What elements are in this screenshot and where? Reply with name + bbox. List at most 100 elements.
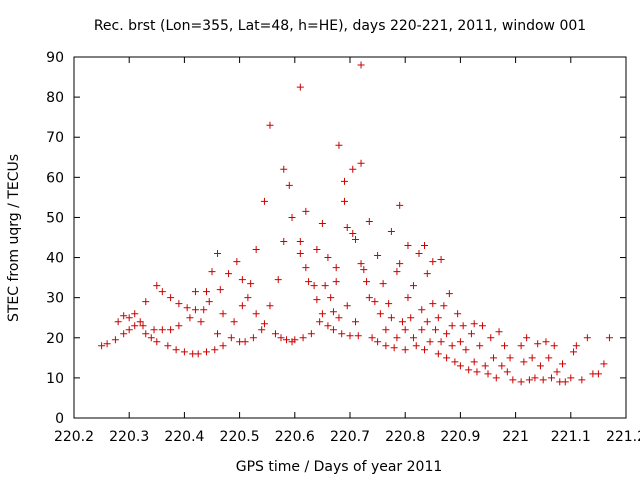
data-point	[371, 298, 379, 306]
data-point	[448, 322, 456, 330]
data-point	[393, 268, 401, 276]
data-point	[280, 165, 288, 173]
data-point	[283, 336, 291, 344]
data-point	[332, 264, 340, 272]
y-tick-label: 90	[46, 50, 64, 66]
data-point	[379, 280, 387, 288]
data-point	[305, 278, 313, 286]
data-point	[429, 300, 437, 308]
data-point	[382, 342, 390, 350]
data-point	[227, 334, 235, 342]
data-point	[324, 254, 332, 262]
data-point	[349, 165, 357, 173]
data-point	[456, 362, 464, 370]
data-point	[120, 330, 128, 338]
data-point	[454, 310, 462, 318]
y-axis: 0 10 20 30 40 50 60 70 80 90	[46, 50, 626, 427]
x-tick-label: 220.5	[220, 429, 260, 445]
data-point	[523, 334, 531, 342]
data-point	[390, 344, 398, 352]
data-point	[409, 282, 417, 290]
data-point	[421, 242, 429, 250]
data-point	[288, 213, 296, 221]
data-point	[600, 360, 608, 368]
data-point	[219, 310, 227, 318]
data-point	[158, 326, 166, 334]
data-point	[296, 83, 304, 91]
x-axis: 220.2 220.3 220.4 220.5 220.6 220.7 220.8 220.9…	[54, 57, 640, 445]
data-point	[495, 328, 503, 336]
data-point	[374, 252, 382, 260]
data-point	[260, 197, 268, 205]
data-point	[258, 326, 266, 334]
data-point	[332, 278, 340, 286]
data-point	[197, 318, 205, 326]
data-point	[567, 374, 575, 382]
data-point	[462, 346, 470, 354]
data-point	[517, 342, 525, 350]
data-point	[376, 310, 384, 318]
data-point	[183, 304, 191, 312]
data-point	[478, 322, 486, 330]
data-point	[103, 340, 111, 348]
data-point	[503, 368, 511, 376]
x-tick-label: 220.2	[54, 429, 94, 445]
data-point	[98, 342, 106, 350]
data-point	[307, 330, 315, 338]
data-points	[98, 61, 613, 386]
data-point	[266, 121, 274, 129]
data-point	[393, 334, 401, 342]
data-point	[313, 296, 321, 304]
x-tick-label: 220.4	[164, 429, 204, 445]
x-tick-label: 220.8	[385, 429, 425, 445]
y-tick-label: 40	[46, 251, 64, 267]
data-point	[385, 300, 393, 308]
data-point	[561, 378, 569, 386]
data-point	[547, 374, 555, 382]
data-point	[365, 294, 373, 302]
data-point	[509, 376, 517, 384]
data-point	[387, 314, 395, 322]
x-tick-label: 220.7	[330, 429, 370, 445]
data-point	[247, 280, 255, 288]
data-point	[434, 350, 442, 358]
data-point	[525, 376, 533, 384]
data-point	[244, 294, 252, 302]
data-point	[506, 354, 514, 362]
data-point	[313, 246, 321, 254]
data-point	[277, 334, 285, 342]
data-point	[241, 338, 249, 346]
y-tick-label: 50	[46, 210, 64, 226]
data-point	[476, 342, 484, 350]
data-point	[329, 326, 337, 334]
data-point	[412, 342, 420, 350]
data-point	[418, 306, 426, 314]
data-point	[318, 219, 326, 227]
data-point	[120, 312, 128, 320]
data-point	[443, 330, 451, 338]
data-point	[175, 300, 183, 308]
data-point	[340, 197, 348, 205]
data-point	[437, 256, 445, 264]
data-point	[365, 217, 373, 225]
data-point	[357, 159, 365, 167]
data-point	[470, 320, 478, 328]
data-point	[363, 278, 371, 286]
data-point	[559, 360, 567, 368]
data-point	[327, 294, 335, 302]
data-point	[426, 338, 434, 346]
data-point	[225, 270, 233, 278]
data-point	[131, 322, 139, 330]
data-point	[238, 302, 246, 310]
data-point	[443, 354, 451, 362]
data-point	[208, 268, 216, 276]
data-point	[352, 318, 360, 326]
data-point	[570, 348, 578, 356]
data-point	[437, 338, 445, 346]
data-point	[302, 264, 310, 272]
data-point	[545, 354, 553, 362]
data-point	[517, 378, 525, 386]
data-point	[357, 61, 365, 69]
data-point	[421, 346, 429, 354]
